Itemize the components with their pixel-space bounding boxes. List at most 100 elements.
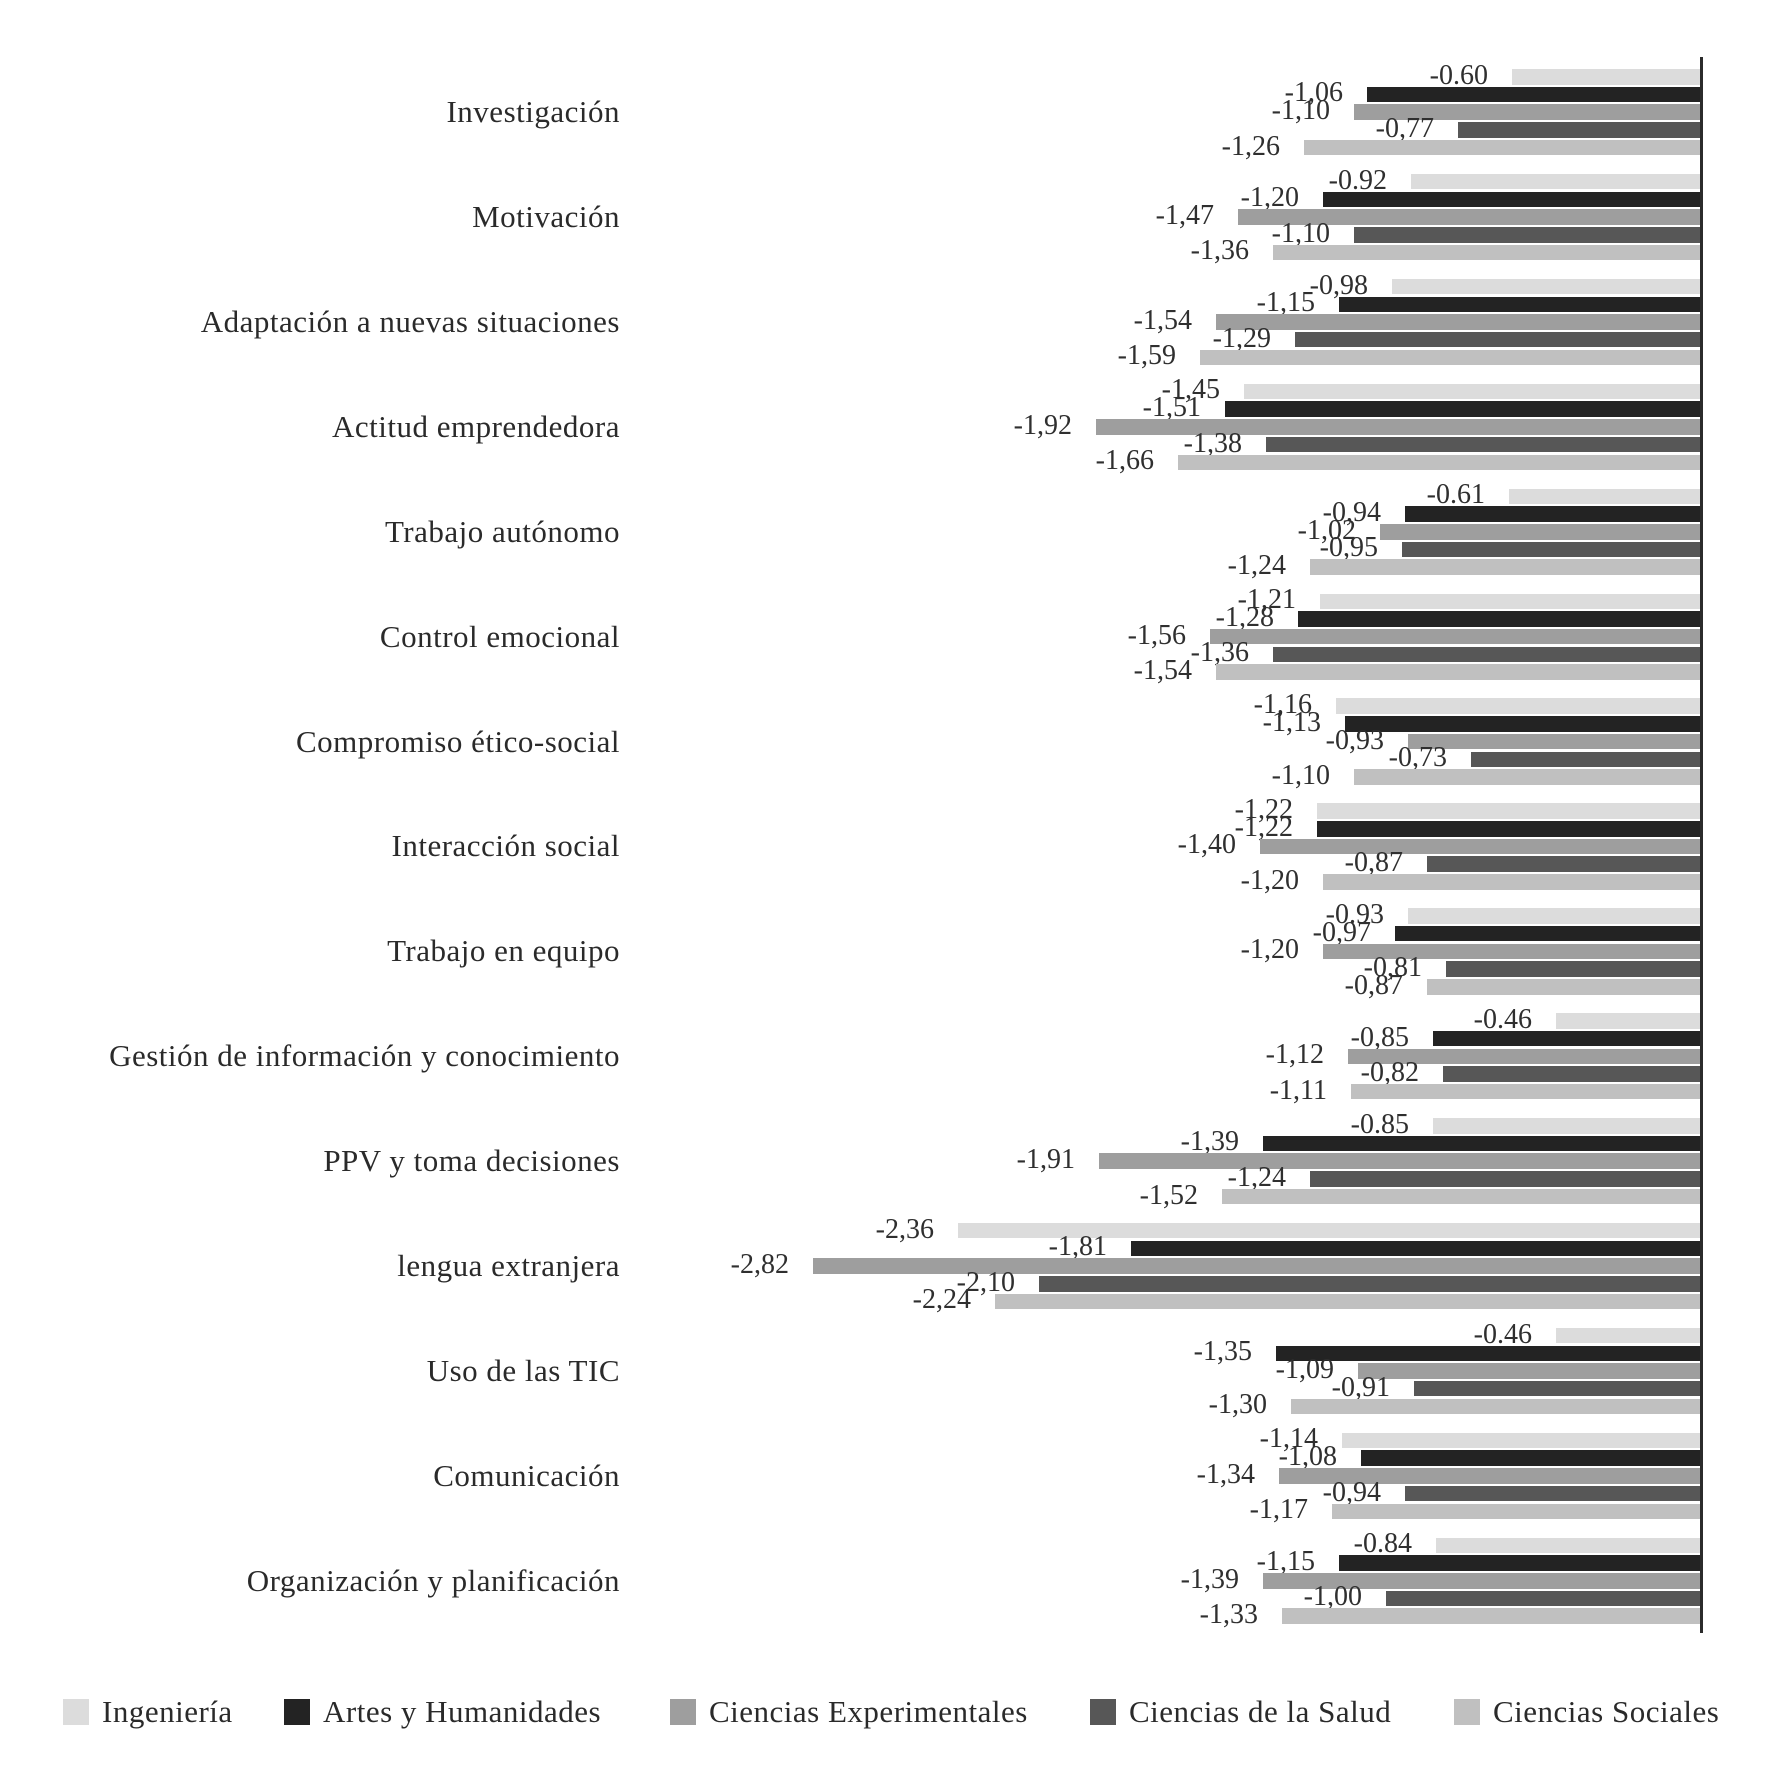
legend-swatch [1454,1699,1480,1725]
bar [1216,664,1701,680]
value-label: -0,95 [1319,532,1378,564]
value-label: -0,73 [1388,742,1447,774]
legend-swatch [63,1699,89,1725]
bar [1273,646,1701,663]
value-label: -2,82 [730,1249,789,1281]
bar [1354,227,1701,243]
bar [1317,821,1701,837]
bar [1263,1573,1701,1589]
bar [1402,541,1701,558]
bar [1266,436,1701,453]
value-label: -1,34 [1196,1459,1255,1491]
bar [1339,1555,1701,1571]
category-label: lengua extranjera [397,1248,620,1284]
bar [1509,488,1701,505]
bar [1380,524,1701,540]
value-label: -1,11 [1269,1074,1327,1106]
value-label: -0,94 [1322,497,1381,529]
value-label: -0,81 [1363,952,1422,984]
value-label: -0.46 [1473,1318,1532,1350]
legend-item: Ciencias Sociales [1454,1694,1719,1730]
category-label: Investigación [446,94,620,130]
bar [1336,698,1701,714]
legend-label: Artes y Humanidades [323,1694,602,1729]
value-label: -0,87 [1344,969,1403,1001]
bar [1339,296,1701,312]
value-label: -2,24 [912,1284,971,1316]
value-label: -1,30 [1208,1389,1267,1421]
value-label: -1,00 [1303,1581,1362,1613]
category-label: Comunicación [433,1457,620,1493]
value-label: -0.85 [1350,1108,1409,1140]
bar [1244,383,1701,400]
bar [1263,1135,1701,1152]
bar [1354,104,1701,120]
bar [813,1258,1701,1274]
bar [1436,1537,1701,1554]
bar [1458,122,1701,138]
value-label: -1,39 [1180,1126,1239,1158]
legend-item: Artes y Humanidades [284,1694,601,1730]
bar [1323,874,1701,890]
bar [1210,628,1701,645]
category-label: PPV y toma decisiones [323,1143,620,1179]
value-label: -1,66 [1095,445,1154,477]
bar [1323,191,1701,208]
zero-axis-line [1700,57,1703,1633]
value-label: -0,82 [1360,1057,1419,1089]
bar [1099,1153,1701,1169]
value-label: -1,40 [1177,829,1236,861]
legend-label: Ciencias Sociales [1493,1694,1720,1729]
bar [1282,1608,1701,1624]
bar [1386,1590,1701,1607]
value-label: -1,06 [1284,77,1343,109]
legend-label: Ingeniería [102,1694,233,1729]
category-label: Uso de las TIC [426,1352,620,1388]
bar [1367,86,1701,103]
bar [1131,1240,1701,1257]
value-label: -1,10 [1271,95,1330,127]
bar [1342,1432,1701,1449]
bar [1556,1013,1701,1029]
bar [1446,961,1701,977]
bar [1260,838,1701,855]
bar [995,1293,1701,1310]
bar [1096,419,1701,435]
value-label: -1,10 [1271,760,1330,792]
bar [1320,593,1701,609]
value-label: -1,20 [1240,865,1299,897]
bar [1361,1450,1701,1466]
bar [958,1222,1701,1239]
bar [1225,401,1701,417]
value-label: -1,22 [1234,811,1293,843]
bar [1348,1048,1701,1064]
bar [1433,1030,1701,1047]
category-label: Organización y planificación [246,1562,620,1598]
bar [1354,769,1701,785]
bar [1427,979,1701,995]
bar [1395,925,1701,942]
value-label: -1,10 [1271,217,1330,249]
value-label: -1,21 [1237,584,1296,616]
value-label: -1,54 [1133,305,1192,337]
value-label: -1,35 [1193,1336,1252,1368]
bar [1471,751,1701,767]
bar [1443,1066,1701,1082]
value-label: -0.93 [1325,899,1384,931]
value-label: -0.84 [1353,1528,1412,1560]
value-label: -1,36 [1190,637,1249,669]
category-label: Gestión de información y conocimiento [109,1038,620,1074]
value-label: -1,47 [1155,200,1214,232]
bar [1408,908,1701,924]
bar [1405,506,1701,522]
bar [1392,278,1701,295]
value-label: -1,39 [1180,1563,1239,1595]
value-label: -1,52 [1139,1179,1198,1211]
value-label: -0,98 [1309,269,1368,301]
value-label: -1,15 [1256,287,1315,319]
bar [1238,209,1701,225]
value-label: -0,97 [1312,916,1371,948]
legend-item: Ciencias de la Salud [1090,1694,1391,1730]
